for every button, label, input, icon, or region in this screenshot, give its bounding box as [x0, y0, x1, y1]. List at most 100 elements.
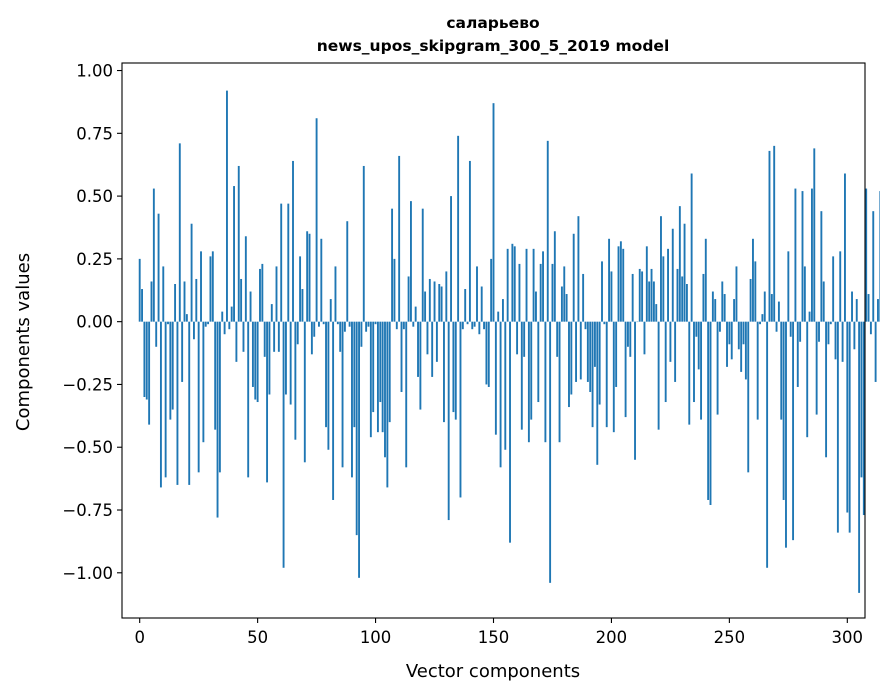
bar-226 — [671, 228, 674, 322]
bar-219 — [655, 304, 658, 322]
bar-162 — [520, 321, 523, 430]
bar-27 — [202, 321, 205, 443]
bar-57 — [273, 321, 276, 352]
bar-188 — [582, 273, 585, 322]
bar-25 — [197, 321, 200, 473]
bar-203 — [617, 246, 620, 322]
bar-103 — [381, 321, 384, 433]
bar-12 — [167, 321, 169, 325]
bar-112 — [402, 321, 405, 330]
bar-129 — [443, 321, 445, 423]
x-tick-label-250: 250 — [714, 628, 746, 647]
bar-19 — [183, 281, 186, 322]
bar-8 — [157, 213, 160, 322]
bar-306 — [860, 321, 863, 478]
bar-210 — [634, 321, 636, 460]
bar-87 — [343, 321, 346, 332]
bar-52 — [261, 263, 264, 322]
bar-297 — [839, 251, 842, 322]
bar-30 — [209, 256, 212, 322]
bar-75 — [315, 118, 318, 322]
bar-118 — [417, 321, 419, 377]
bar-282 — [803, 266, 806, 322]
bar-172 — [544, 321, 547, 443]
bar-313 — [877, 299, 879, 322]
bar-199 — [608, 238, 611, 322]
bar-58 — [275, 266, 278, 322]
bar-280 — [799, 321, 802, 342]
bar-193 — [593, 321, 596, 367]
bar-261 — [754, 261, 757, 322]
bar-285 — [810, 188, 813, 322]
bar-206 — [624, 321, 627, 418]
bar-187 — [579, 321, 582, 380]
x-tick-label-0: 0 — [134, 628, 145, 647]
y-tick-label-8: −1.00 — [62, 564, 113, 583]
bar-51 — [259, 268, 261, 322]
bar-197 — [603, 321, 606, 325]
bar-45 — [244, 236, 247, 322]
bar-88 — [346, 221, 349, 322]
bar-163 — [523, 321, 526, 357]
bar-166 — [530, 321, 533, 420]
bar-189 — [584, 321, 587, 330]
bar-32 — [214, 321, 217, 430]
bar-302 — [851, 291, 853, 322]
bar-43 — [240, 278, 243, 322]
bar-274 — [785, 321, 787, 548]
bar-240 — [704, 238, 707, 322]
y-axis-label: Components values — [13, 253, 34, 431]
y-tick-label-5: −0.25 — [62, 375, 113, 394]
bar-56 — [270, 304, 273, 322]
bar-221 — [660, 216, 662, 322]
bar-293 — [829, 321, 832, 325]
bar-173 — [546, 140, 549, 322]
bar-141 — [471, 321, 474, 330]
bar-1 — [141, 289, 143, 322]
bar-68 — [299, 256, 302, 322]
bar-218 — [652, 281, 655, 322]
bar-92 — [355, 321, 358, 536]
bar-122 — [426, 321, 429, 355]
bar-137 — [461, 321, 464, 330]
bar-108 — [393, 258, 396, 322]
bar-98 — [369, 321, 372, 438]
bar-127 — [438, 284, 441, 322]
bar-123 — [428, 278, 431, 322]
x-axis-label: Vector components — [406, 661, 580, 682]
y-tick-label-2: 0.50 — [76, 187, 113, 206]
bar-76 — [318, 321, 320, 327]
bar-106 — [388, 321, 391, 423]
bar-22 — [190, 223, 193, 322]
bar-305 — [858, 321, 861, 593]
bar-119 — [419, 321, 422, 410]
bar-289 — [820, 211, 823, 322]
bar-47 — [249, 291, 252, 322]
bar-276 — [789, 321, 792, 337]
bar-178 — [558, 321, 561, 443]
bar-288 — [818, 321, 820, 342]
bar-3 — [145, 321, 148, 400]
bar-7 — [155, 321, 158, 347]
bar-242 — [709, 321, 712, 505]
bar-134 — [454, 321, 457, 420]
bar-167 — [532, 248, 535, 322]
bar-130 — [445, 271, 448, 322]
bar-267 — [768, 150, 771, 322]
bar-284 — [808, 311, 811, 322]
plot-frame — [121, 62, 866, 619]
bar-155 — [504, 321, 507, 450]
bar-186 — [577, 216, 580, 322]
bar-41 — [235, 321, 238, 362]
bar-257 — [744, 321, 747, 380]
bar-183 — [570, 321, 573, 395]
bar-230 — [681, 276, 684, 322]
x-tick-label-50: 50 — [247, 628, 268, 647]
y-axis: 1.00 0.75 0.50 0.25 0.00 −0.25 −0.50 −0.75 −1.00 — [62, 62, 122, 583]
bar-295 — [834, 321, 837, 360]
y-tick-label-4: 0.00 — [76, 313, 113, 332]
bar-255 — [740, 321, 743, 372]
bar-209 — [631, 273, 634, 322]
bar-139 — [466, 321, 469, 325]
bar-73 — [310, 321, 313, 355]
